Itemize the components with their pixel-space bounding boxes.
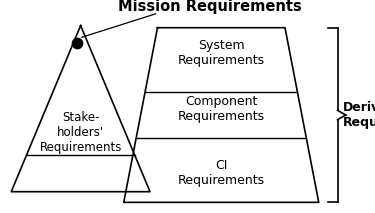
Text: Mission Requirements: Mission Requirements bbox=[118, 0, 302, 14]
Point bbox=[74, 41, 80, 44]
Text: System
Requirements: System Requirements bbox=[178, 39, 265, 67]
Text: Component
Requirements: Component Requirements bbox=[178, 95, 265, 123]
Text: Stake-
holders'
Requirements: Stake- holders' Requirements bbox=[39, 111, 122, 154]
Text: CI
Requirements: CI Requirements bbox=[178, 158, 265, 187]
Text: Derived
Requirements: Derived Requirements bbox=[343, 101, 375, 129]
